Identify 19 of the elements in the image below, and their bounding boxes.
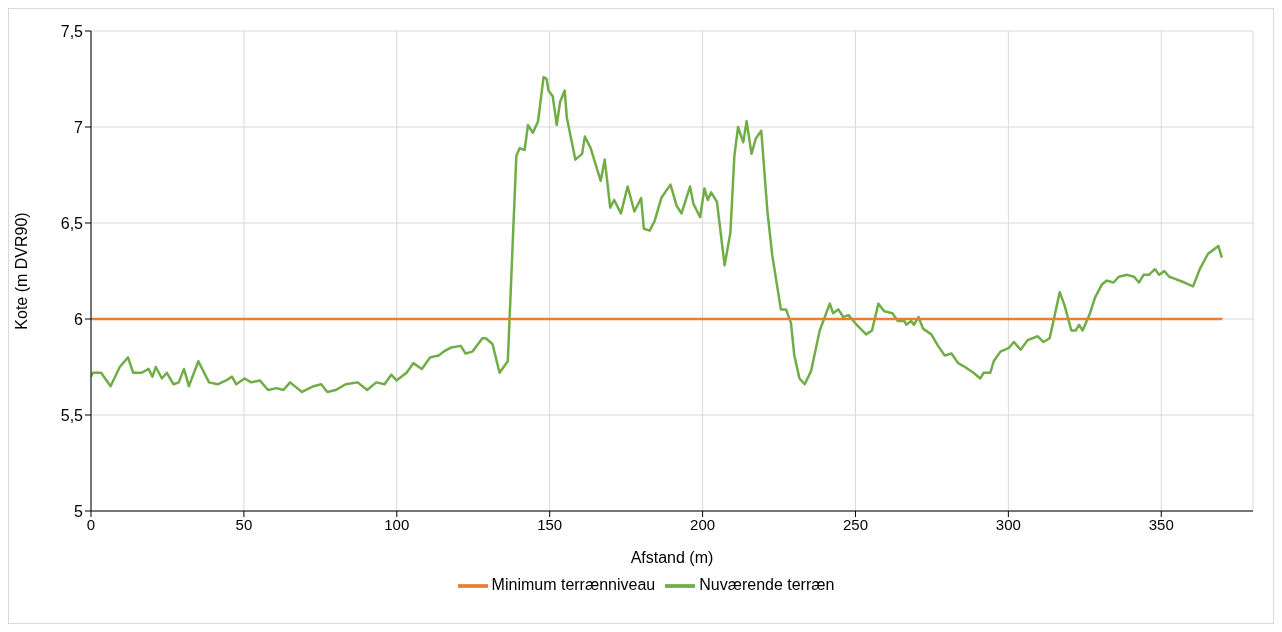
y-axis-title: Kote (m DVR90): [12, 212, 30, 330]
line-series: [91, 75, 1224, 394]
y-tick-label: 6: [74, 310, 84, 328]
legend-label: Minimum terrænniveau: [491, 576, 656, 594]
x-tick-label: 250: [842, 515, 868, 533]
x-tick-label: 200: [690, 515, 716, 533]
y-tick-label: 6,5: [60, 214, 84, 232]
x-tick-label: 50: [235, 515, 253, 533]
x-tick-label: 100: [384, 515, 410, 533]
x-tick-label: 350: [1148, 515, 1174, 533]
y-tick-label: 5: [74, 502, 84, 520]
x-tick-label: 0: [86, 515, 96, 533]
y-tick-label: 7,5: [60, 22, 84, 40]
x-tick-label: 150: [537, 515, 563, 533]
x-tick-label: 300: [995, 515, 1021, 533]
y-tick-label: 5,5: [60, 406, 84, 424]
y-tick-label: 7: [74, 118, 84, 136]
legend-label: Nuværende terræn: [699, 576, 835, 594]
x-axis-title: Afstand (m): [630, 549, 714, 566]
